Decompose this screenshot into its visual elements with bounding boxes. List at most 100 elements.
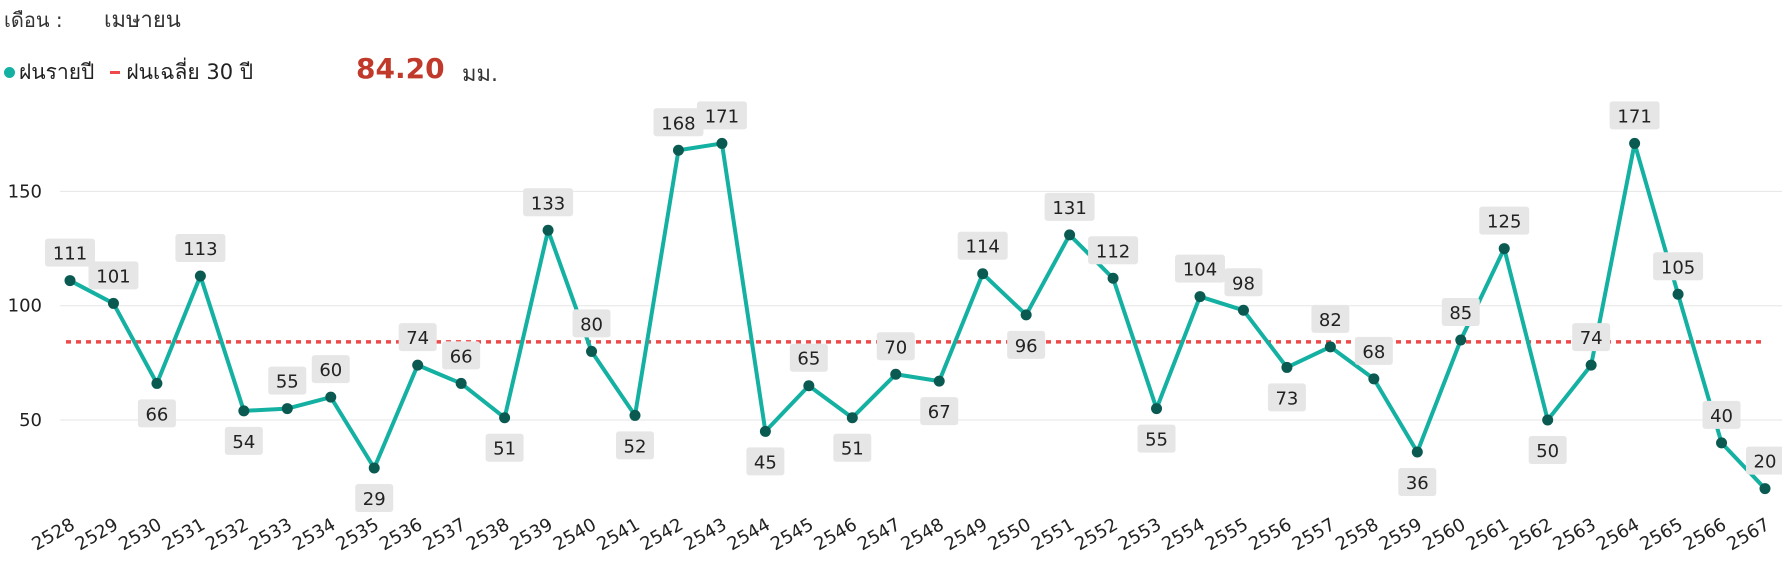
data-label-box <box>268 366 307 395</box>
data-label-box <box>523 188 574 217</box>
data-label-box <box>485 433 524 462</box>
data-label: 51 <box>833 433 872 462</box>
data-label: 20 <box>1746 446 1782 475</box>
data-label-text: 85 <box>1449 303 1472 324</box>
data-label-box <box>175 234 226 262</box>
data-label-box <box>398 323 437 352</box>
data-point <box>1672 288 1684 300</box>
data-label: 111 <box>45 238 95 267</box>
data-label-box <box>1088 236 1139 265</box>
data-label: 171 <box>1609 101 1660 130</box>
data-label-box <box>45 238 95 267</box>
x-tick-label: 2547 <box>854 514 904 555</box>
data-point <box>194 270 206 282</box>
x-tick-label: 2563 <box>1549 514 1599 555</box>
x-tick-label: 2543 <box>680 514 730 555</box>
data-label-text: 29 <box>363 489 386 510</box>
x-tick-label: 2535 <box>333 514 383 555</box>
data-label: 104 <box>1175 254 1225 283</box>
data-label-layer: 111 101 66 113 54 55 60 29 74 66 51 133 80 52 168 171 45… <box>45 101 1782 512</box>
data-label-text: 113 <box>183 239 217 260</box>
x-tick-label: 2539 <box>506 514 556 555</box>
data-label-text: 105 <box>1661 257 1695 278</box>
data-label: 112 <box>1088 236 1139 265</box>
x-tick-label: 2536 <box>376 514 426 555</box>
data-point <box>455 377 467 389</box>
data-label: 114 <box>957 231 1008 260</box>
data-label-box <box>1175 254 1225 283</box>
data-label-text: 131 <box>1052 198 1086 219</box>
data-point <box>151 377 163 389</box>
data-point <box>1020 309 1032 321</box>
data-label-box <box>1354 336 1393 365</box>
data-label-box <box>224 426 263 455</box>
data-point <box>64 275 76 287</box>
data-point <box>499 412 511 424</box>
data-label-text: 111 <box>53 244 87 265</box>
avg-legend-marker-icon <box>110 71 121 74</box>
data-label-box <box>833 433 872 462</box>
data-label-text: 70 <box>884 337 907 358</box>
data-label-text: 133 <box>531 193 565 214</box>
data-label: 101 <box>88 261 139 290</box>
data-label-text: 66 <box>450 346 473 367</box>
data-label-box <box>572 309 611 338</box>
data-label-box <box>653 108 704 137</box>
x-tick-label: 2530 <box>115 514 165 555</box>
data-label: 36 <box>1398 468 1437 496</box>
data-point <box>629 409 641 421</box>
data-point <box>716 137 728 149</box>
x-tick-label: 2542 <box>637 514 687 555</box>
data-label-box <box>1137 424 1176 453</box>
data-label-text: 54 <box>232 432 255 453</box>
data-point <box>1455 334 1467 346</box>
data-label-box <box>876 332 915 361</box>
data-label: 68 <box>1354 336 1393 365</box>
x-tick-label: 2558 <box>1332 514 1382 555</box>
data-label-box <box>1007 330 1046 359</box>
data-label-box <box>1311 304 1350 333</box>
data-label-text: 168 <box>661 113 695 134</box>
data-point <box>1759 483 1771 495</box>
data-label: 29 <box>355 484 394 512</box>
data-point <box>1151 403 1163 415</box>
data-label: 66 <box>137 399 176 428</box>
data-label: 74 <box>1572 323 1611 352</box>
data-point <box>933 375 945 387</box>
data-label: 60 <box>311 355 350 384</box>
x-tick-label: 2544 <box>724 514 774 555</box>
data-point <box>890 368 902 380</box>
data-label-text: 171 <box>705 106 739 127</box>
y-tick-label: 100 <box>8 296 42 317</box>
data-label: 66 <box>442 341 481 370</box>
data-point <box>759 425 771 437</box>
annual-legend-label: ฝนรายปี <box>19 60 95 84</box>
x-tick-label: 2541 <box>593 514 643 555</box>
data-label-text: 114 <box>966 237 1000 258</box>
data-label-text: 73 <box>1275 388 1298 409</box>
data-label-box <box>1479 206 1530 235</box>
data-label-text: 101 <box>96 266 130 287</box>
data-point <box>1237 304 1249 316</box>
data-label-text: 125 <box>1487 212 1521 233</box>
data-label: 54 <box>224 426 263 455</box>
data-label-text: 50 <box>1536 441 1559 462</box>
data-point <box>586 345 598 357</box>
x-tick-label: 2551 <box>1028 514 1078 555</box>
data-label: 67 <box>920 397 959 426</box>
data-point <box>1324 341 1336 353</box>
data-label-box <box>1702 400 1741 429</box>
x-tick-label: 2552 <box>1071 514 1121 555</box>
data-label-box <box>616 431 654 460</box>
month-value: เมษายน <box>104 8 181 33</box>
data-label: 131 <box>1044 192 1095 221</box>
data-point <box>977 268 989 280</box>
data-label-box <box>442 341 481 370</box>
data-label: 74 <box>398 323 437 352</box>
x-tick-label: 2557 <box>1289 514 1339 555</box>
x-tick-label: 2562 <box>1506 514 1556 555</box>
data-point <box>1194 291 1206 303</box>
x-tick-label: 2566 <box>1680 514 1730 555</box>
data-label-box <box>789 343 828 372</box>
